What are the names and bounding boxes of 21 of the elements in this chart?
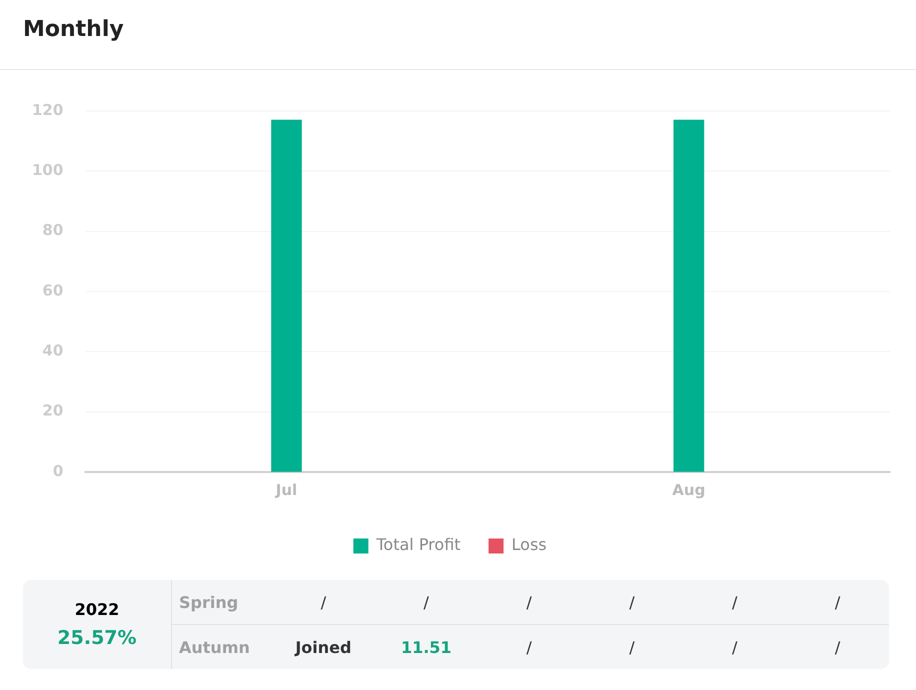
text: / bbox=[834, 638, 842, 656]
text: / bbox=[525, 638, 533, 656]
text: / bbox=[422, 592, 430, 612]
legend-label: Loss bbox=[512, 535, 547, 554]
chart-title: Monthly bbox=[23, 17, 124, 42]
x-tick-label: Aug bbox=[672, 480, 706, 499]
text: / bbox=[525, 592, 533, 612]
text: Spring bbox=[178, 592, 240, 612]
legend-label: Total Profit bbox=[375, 535, 461, 554]
text: 2022 bbox=[74, 600, 120, 619]
text: / bbox=[628, 592, 636, 612]
text: 11.51 bbox=[400, 638, 453, 656]
text: / bbox=[731, 638, 738, 656]
text: 25.57% bbox=[57, 627, 137, 649]
text: / bbox=[628, 638, 636, 656]
x-tick-label: Jul bbox=[274, 480, 298, 499]
text: / bbox=[834, 592, 842, 612]
text: Autumn bbox=[178, 638, 251, 656]
text: Joined bbox=[294, 638, 352, 656]
text: / bbox=[731, 592, 738, 612]
text: / bbox=[320, 592, 328, 612]
